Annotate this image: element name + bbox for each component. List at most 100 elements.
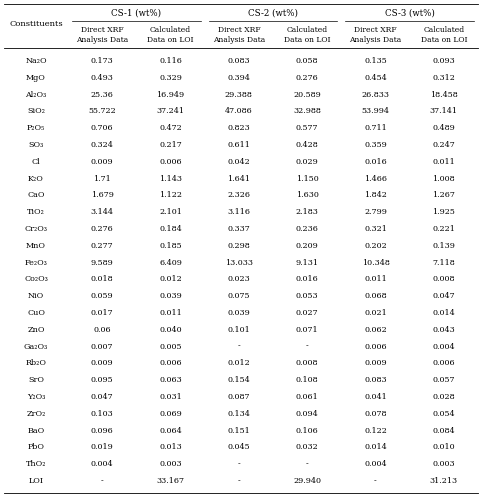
Text: 1.008: 1.008 bbox=[432, 174, 455, 182]
Text: CS-2 (wt%): CS-2 (wt%) bbox=[248, 8, 298, 17]
Text: 0.069: 0.069 bbox=[159, 410, 182, 418]
Text: 0.004: 0.004 bbox=[364, 460, 387, 468]
Text: 0.004: 0.004 bbox=[432, 342, 455, 350]
Text: 3.144: 3.144 bbox=[91, 208, 114, 216]
Text: Ga₂O₃: Ga₂O₃ bbox=[24, 342, 48, 350]
Text: 0.016: 0.016 bbox=[364, 158, 387, 166]
Text: 0.005: 0.005 bbox=[159, 342, 182, 350]
Text: 2.326: 2.326 bbox=[228, 191, 250, 199]
Text: 0.154: 0.154 bbox=[228, 376, 250, 384]
Text: 0.039: 0.039 bbox=[159, 292, 182, 300]
Text: 6.409: 6.409 bbox=[159, 258, 182, 266]
Text: Fe₂O₃: Fe₂O₃ bbox=[25, 258, 47, 266]
Text: Na₂O: Na₂O bbox=[25, 57, 47, 65]
Text: 0.016: 0.016 bbox=[296, 275, 319, 283]
Text: Calculated
Data on LOI: Calculated Data on LOI bbox=[421, 26, 467, 44]
Text: 1.150: 1.150 bbox=[296, 174, 319, 182]
Text: 0.006: 0.006 bbox=[159, 359, 182, 367]
Text: 0.012: 0.012 bbox=[159, 275, 182, 283]
Text: 0.06: 0.06 bbox=[94, 326, 111, 334]
Text: 0.011: 0.011 bbox=[364, 275, 387, 283]
Text: 0.019: 0.019 bbox=[91, 443, 114, 451]
Text: 0.045: 0.045 bbox=[228, 443, 250, 451]
Text: MnO: MnO bbox=[26, 242, 46, 250]
Text: 0.093: 0.093 bbox=[432, 57, 455, 65]
Text: 0.108: 0.108 bbox=[296, 376, 319, 384]
Text: 0.236: 0.236 bbox=[296, 225, 319, 233]
Text: 0.122: 0.122 bbox=[364, 426, 387, 434]
Text: 0.359: 0.359 bbox=[364, 141, 387, 149]
Text: 0.054: 0.054 bbox=[432, 410, 455, 418]
Text: 0.217: 0.217 bbox=[159, 141, 182, 149]
Text: -: - bbox=[238, 342, 240, 350]
Text: 0.083: 0.083 bbox=[228, 57, 250, 65]
Text: 0.096: 0.096 bbox=[91, 426, 114, 434]
Text: 0.018: 0.018 bbox=[91, 275, 113, 283]
Text: TiO₂: TiO₂ bbox=[27, 208, 45, 216]
Text: 0.064: 0.064 bbox=[159, 426, 182, 434]
Text: 0.071: 0.071 bbox=[296, 326, 319, 334]
Text: Al₂O₃: Al₂O₃ bbox=[26, 90, 47, 98]
Text: 13.033: 13.033 bbox=[225, 258, 253, 266]
Text: 0.009: 0.009 bbox=[91, 359, 113, 367]
Text: 0.010: 0.010 bbox=[432, 443, 455, 451]
Text: 1.679: 1.679 bbox=[91, 191, 114, 199]
Text: Direct XRF
Analysis Data: Direct XRF Analysis Data bbox=[349, 26, 402, 44]
Text: 25.36: 25.36 bbox=[91, 90, 114, 98]
Text: 0.003: 0.003 bbox=[159, 460, 182, 468]
Text: 0.094: 0.094 bbox=[296, 410, 319, 418]
Text: Cr₂O₃: Cr₂O₃ bbox=[25, 225, 48, 233]
Text: 0.711: 0.711 bbox=[364, 124, 387, 132]
Text: PbO: PbO bbox=[27, 443, 44, 451]
Text: 0.047: 0.047 bbox=[432, 292, 455, 300]
Text: 0.027: 0.027 bbox=[296, 309, 319, 317]
Text: 0.151: 0.151 bbox=[228, 426, 250, 434]
Text: 0.078: 0.078 bbox=[364, 410, 387, 418]
Text: Calculated
Data on LOI: Calculated Data on LOI bbox=[147, 26, 194, 44]
Text: 1.122: 1.122 bbox=[159, 191, 182, 199]
Text: 0.173: 0.173 bbox=[91, 57, 114, 65]
Text: Co₂O₃: Co₂O₃ bbox=[24, 275, 48, 283]
Text: CS-1 (wt%): CS-1 (wt%) bbox=[111, 8, 161, 17]
Text: SrO: SrO bbox=[28, 376, 44, 384]
Text: 37.241: 37.241 bbox=[157, 107, 185, 115]
Text: CS-3 (wt%): CS-3 (wt%) bbox=[385, 8, 435, 17]
Text: 53.994: 53.994 bbox=[362, 107, 389, 115]
Text: 0.221: 0.221 bbox=[432, 225, 455, 233]
Text: 0.042: 0.042 bbox=[228, 158, 250, 166]
Text: 0.021: 0.021 bbox=[364, 309, 387, 317]
Text: SiO₂: SiO₂ bbox=[27, 107, 45, 115]
Text: 0.489: 0.489 bbox=[432, 124, 455, 132]
Text: 1.842: 1.842 bbox=[364, 191, 387, 199]
Text: ZnO: ZnO bbox=[27, 326, 45, 334]
Text: 0.276: 0.276 bbox=[91, 225, 114, 233]
Text: 0.011: 0.011 bbox=[159, 309, 182, 317]
Text: 0.013: 0.013 bbox=[159, 443, 182, 451]
Text: 0.040: 0.040 bbox=[159, 326, 182, 334]
Text: 0.321: 0.321 bbox=[364, 225, 387, 233]
Text: 0.053: 0.053 bbox=[296, 292, 319, 300]
Text: CuO: CuO bbox=[27, 309, 45, 317]
Text: 2.101: 2.101 bbox=[159, 208, 182, 216]
Text: 0.472: 0.472 bbox=[159, 124, 182, 132]
Text: BaO: BaO bbox=[27, 426, 45, 434]
Text: 0.058: 0.058 bbox=[296, 57, 319, 65]
Text: 0.059: 0.059 bbox=[91, 292, 113, 300]
Text: 0.454: 0.454 bbox=[364, 74, 387, 82]
Text: 0.006: 0.006 bbox=[432, 359, 455, 367]
Text: K₂O: K₂O bbox=[28, 174, 44, 182]
Text: 0.209: 0.209 bbox=[296, 242, 319, 250]
Text: 55.722: 55.722 bbox=[88, 107, 116, 115]
Text: 0.043: 0.043 bbox=[432, 326, 455, 334]
Text: 26.833: 26.833 bbox=[362, 90, 389, 98]
Text: -: - bbox=[238, 460, 240, 468]
Text: 2.183: 2.183 bbox=[296, 208, 319, 216]
Text: 0.106: 0.106 bbox=[296, 426, 319, 434]
Text: 0.041: 0.041 bbox=[364, 393, 387, 401]
Text: -: - bbox=[306, 460, 308, 468]
Text: 20.589: 20.589 bbox=[293, 90, 321, 98]
Text: 0.185: 0.185 bbox=[159, 242, 182, 250]
Text: 0.008: 0.008 bbox=[432, 275, 455, 283]
Text: 1.630: 1.630 bbox=[296, 191, 319, 199]
Text: 0.061: 0.061 bbox=[296, 393, 319, 401]
